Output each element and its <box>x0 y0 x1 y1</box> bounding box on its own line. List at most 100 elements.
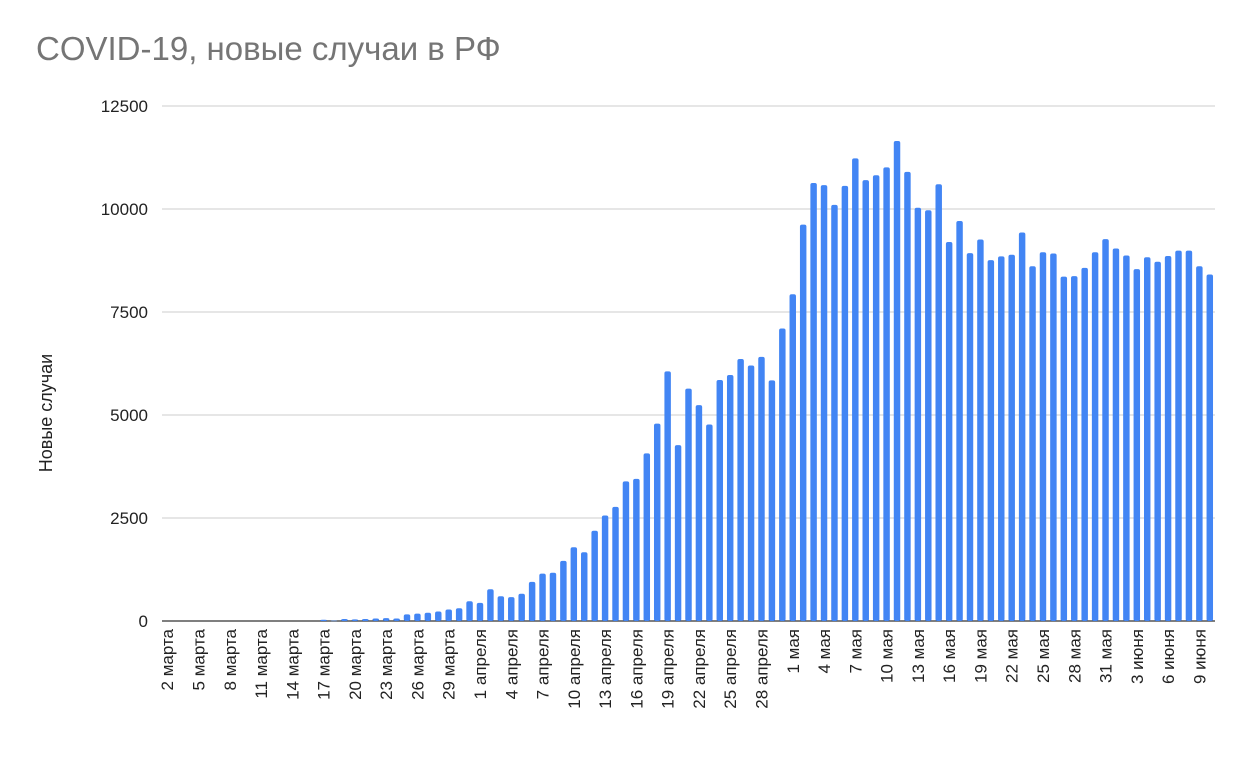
bar <box>862 180 869 621</box>
x-tick-label: 23 марта <box>377 628 396 699</box>
x-tick-label: 10 мая <box>878 629 897 683</box>
bar <box>872 175 880 621</box>
bar <box>1060 276 1068 621</box>
x-tick-label: 7 мая <box>846 629 865 674</box>
y-tick-label: 12500 <box>101 97 148 116</box>
bar <box>497 596 505 621</box>
bar <box>560 560 567 621</box>
bar <box>977 239 984 621</box>
x-tick-label: 16 мая <box>940 629 959 683</box>
bar <box>758 356 765 621</box>
x-tick-label: 22 мая <box>1003 629 1022 683</box>
bar <box>435 611 442 621</box>
x-tick-labels: 2 марта 5 марта 8 марта 11 марта 14 марта 17 … <box>158 628 1209 708</box>
bar <box>904 171 911 622</box>
bar <box>1008 254 1015 621</box>
y-tick-label: 0 <box>139 612 148 631</box>
bar <box>487 589 494 621</box>
x-tick-label: 19 апреля <box>659 629 678 709</box>
x-tick-label: 13 мая <box>909 629 928 683</box>
bar <box>1154 261 1161 621</box>
y-axis-label: Новые случаи <box>36 354 56 472</box>
bar <box>601 515 609 621</box>
bar <box>570 547 578 621</box>
bar <box>1185 250 1193 621</box>
bar <box>768 380 776 621</box>
bar <box>633 478 640 621</box>
bar <box>612 506 619 621</box>
bar <box>414 613 421 621</box>
bar <box>831 204 838 621</box>
x-tick-label: 28 мая <box>1065 629 1084 683</box>
bar <box>1081 267 1088 621</box>
bar <box>1196 266 1203 621</box>
bar <box>591 530 598 621</box>
bar <box>393 618 400 621</box>
x-tick-label: 7 апреля <box>534 629 553 699</box>
bar <box>716 379 724 621</box>
bar <box>841 185 849 622</box>
bar <box>1206 274 1214 621</box>
x-tick-label: 1 мая <box>784 629 803 674</box>
bar <box>581 552 588 621</box>
bar <box>945 241 953 621</box>
x-tick-label: 8 марта <box>221 628 240 690</box>
x-tick-label: 20 марта <box>346 628 365 699</box>
x-tick-label: 29 марта <box>440 628 459 699</box>
bar <box>1123 255 1130 621</box>
x-tick-label: 17 марта <box>315 628 334 699</box>
bar <box>1133 269 1141 621</box>
x-tick-label: 13 апреля <box>596 629 615 709</box>
bar <box>1175 250 1182 621</box>
x-tick-label: 25 апреля <box>721 629 740 709</box>
bar <box>445 609 452 621</box>
bar <box>1164 255 1172 621</box>
bar <box>789 294 796 621</box>
bar <box>320 619 327 621</box>
x-tick-label: 22 апреля <box>690 629 709 709</box>
y-tick-label: 7500 <box>110 303 148 322</box>
x-tick-label: 10 апреля <box>565 629 584 709</box>
bar <box>998 256 1005 621</box>
bar <box>747 365 755 621</box>
bar <box>664 371 671 621</box>
bar <box>508 597 515 621</box>
bar <box>653 423 661 621</box>
bar <box>956 220 963 621</box>
bar <box>476 602 484 621</box>
bar <box>1029 266 1036 621</box>
bar <box>1071 276 1078 621</box>
x-tick-label: 4 мая <box>815 629 834 674</box>
bar <box>695 405 703 621</box>
bar <box>925 210 932 621</box>
x-tick-label: 26 марта <box>408 628 427 699</box>
bar <box>643 453 651 621</box>
x-tick-label: 5 марта <box>189 628 208 690</box>
y-tick-label: 2500 <box>110 509 148 528</box>
x-tick-label: 31 мая <box>1097 629 1116 683</box>
bar <box>341 618 348 621</box>
x-tick-label: 19 мая <box>971 629 990 683</box>
x-tick-label: 6 июня <box>1159 629 1178 684</box>
bar <box>726 375 734 621</box>
bar <box>1018 232 1026 621</box>
bar <box>382 618 390 621</box>
bar <box>1050 253 1057 621</box>
bar <box>1144 257 1151 621</box>
x-tick-label: 14 марта <box>283 628 302 699</box>
bar <box>779 328 786 621</box>
bar <box>820 185 828 621</box>
x-tick-label: 3 июня <box>1128 629 1147 684</box>
bar <box>539 573 546 621</box>
bar <box>622 481 630 621</box>
bar <box>1091 252 1099 621</box>
bar <box>403 614 411 621</box>
bar <box>362 618 369 621</box>
bar <box>706 424 713 621</box>
bar <box>424 612 432 621</box>
bar <box>935 184 942 621</box>
bar <box>966 253 974 622</box>
bar <box>799 224 807 621</box>
y-tick-label: 10000 <box>101 200 148 219</box>
